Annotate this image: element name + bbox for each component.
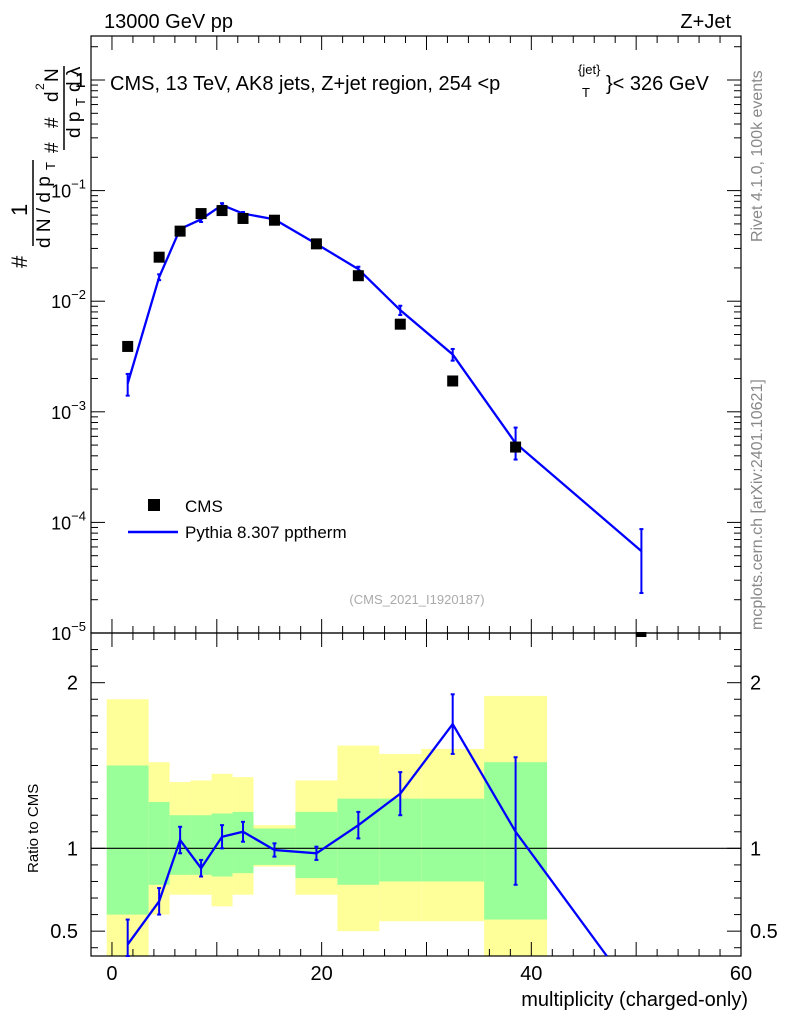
ylabel-d2N-hash: # [42,117,63,128]
cms-point [636,632,647,637]
xtick-label: 20 [311,963,333,985]
main-frame-box [90,35,742,634]
main-ytick-label: 10−1 [51,177,86,202]
main-ytick-label: 10−2 [51,287,86,312]
main-ytick-label: 10−5 [51,619,86,644]
cms-point [394,318,406,330]
ylabel-dN: d N / d p [34,176,55,248]
cms-point [310,238,322,250]
process-label: Z+Jet [680,11,731,33]
ratio-frame [90,632,742,957]
cms-point [216,205,228,217]
cms-point [153,251,165,263]
main-ylabel: # 1 d N / d p T # # d 2 N d p T d λ [7,66,88,268]
cms-point [237,212,249,224]
ratio-ytick-label-right: 2 [750,673,761,695]
main-frame [90,35,742,634]
ratio-ylabel: Ratio to CMS [25,784,42,873]
ylabel-d2N-sup: 2 [33,83,47,90]
ylabel-dN-sub: T [43,162,58,170]
cms-point [268,214,280,226]
main-ticks: 1 10−1 10−2 10−3 10−4 10−5 [51,36,742,644]
cms-point [174,225,186,237]
ylabel-hash-1: # [7,255,32,268]
cms-point [447,375,459,387]
main-ytick-label: 10−3 [51,398,86,423]
xtick-label: 40 [520,963,542,985]
ratio-ytick-label-right: 1 [750,838,761,860]
ratio-bands [106,695,548,956]
ylabel-d2N-tail: N [42,68,63,82]
ratio-band-inner [295,811,338,879]
xtick-label: 60 [730,963,752,985]
main-title-sub: T [582,85,590,100]
main-title-text: CMS, 13 TeV, AK8 jets, Z+jet region, 254… [110,73,500,95]
ratio-frame-box [90,632,742,957]
ylabel-den-tail: d λ [64,66,85,92]
ratio-ytick-label-right: 0.5 [750,921,778,943]
ratio-ytick-label-left: 1 [67,838,78,860]
ylabel-den-sub: T [73,98,88,106]
ylabel-hash-2: # [42,142,63,153]
ratio-ytick-label-left: 2 [67,673,78,695]
ratio-band-inner [421,798,485,882]
ratio-series [125,693,608,957]
main-ytick-label: 1 [75,70,86,92]
xaxis-label: multiplicity (charged-only) [521,989,748,1011]
ylabel-den: d p [64,112,85,138]
cms-point [122,340,134,352]
main-ytick-label: 10−4 [51,508,86,533]
ratio-ticks: 2 2 1 1 0.5 0.5 0 20 40 60 [50,633,778,985]
legend-pythia-label: Pythia 8.307 pptherm [185,523,347,542]
ratio-band-inner [148,801,170,885]
main-title-tail: }< 326 GeV [606,73,710,95]
legend-cms-label: CMS [185,497,223,516]
analysis-watermark: (CMS_2021_I1920187) [349,592,484,607]
ylabel-frac1: 1 [7,204,32,216]
main-series [122,202,647,637]
ratio-ytick-label-left: 0.5 [50,921,78,943]
energy-label: 13000 GeV pp [104,11,233,33]
ylabel-d2N-d: d [42,91,63,102]
legend-cms-marker [148,499,160,511]
rivet-label: Rivet 4.1.0, 100k events [749,70,766,242]
cms-point [195,208,207,220]
cms-point [510,441,522,453]
cms-point [352,270,364,282]
xtick-label: 0 [106,963,117,985]
main-title: CMS, 13 TeV, AK8 jets, Z+jet region, 254… [110,73,500,95]
source-label: mcplots.cern.ch [arXiv:2401.10621] [749,379,766,630]
ratio-band-inner [106,765,149,915]
main-title-sup: {jet} [578,62,601,77]
